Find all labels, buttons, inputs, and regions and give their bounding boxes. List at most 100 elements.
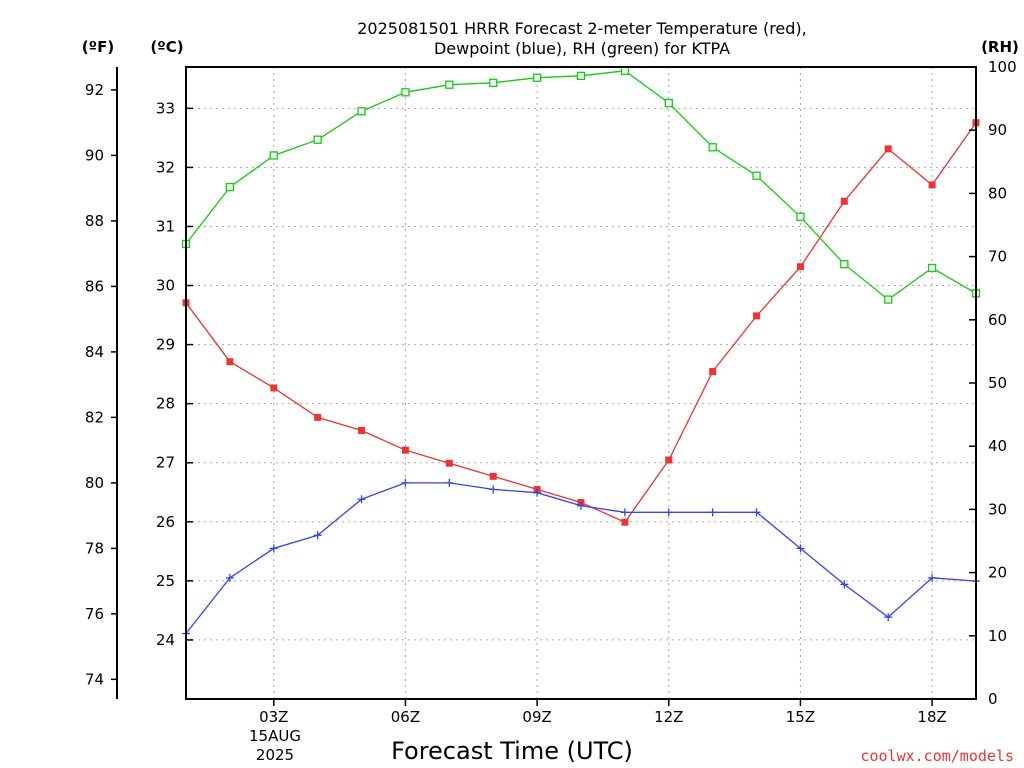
temperature-point	[621, 518, 629, 526]
date-label-day: 15AUG	[249, 727, 301, 745]
rh-point	[532, 73, 542, 82]
celsius-unit-label: (ºC)	[150, 38, 183, 56]
chart-title-line1: 2025081501 HRRR Forecast 2-meter Tempera…	[357, 19, 807, 38]
series-layer	[181, 66, 981, 638]
dewpoint-point	[269, 544, 278, 553]
fahrenheit-tick-label: 78	[85, 539, 104, 557]
fahrenheit-tick-label: 88	[85, 212, 104, 230]
rh-point	[401, 88, 410, 97]
temperature-point	[445, 459, 453, 467]
fahrenheit-tick-label: 86	[85, 277, 104, 295]
temperature-point	[270, 384, 278, 392]
rh-point	[445, 80, 454, 89]
dewpoint-point	[533, 488, 542, 497]
temperature-series-line	[185, 122, 977, 524]
celsius-tick-label: 27	[156, 454, 175, 472]
rh-tick-label: 0	[988, 690, 998, 708]
chart-title-line2: Dewpoint (blue), RH (green) for KTPA	[434, 39, 730, 58]
dewpoint-point	[928, 573, 937, 582]
dewpoint-point	[489, 485, 498, 494]
temperature-point	[884, 145, 892, 153]
x-tick-label: 09Z	[522, 708, 551, 726]
fahrenheit-tick-label: 90	[85, 146, 104, 164]
dewpoint-point	[577, 501, 585, 510]
fahrenheit-tick-label: 74	[85, 670, 104, 688]
dewpoint-point	[840, 580, 849, 589]
dewpoint-point	[401, 478, 410, 487]
rh-point	[489, 78, 498, 87]
x-tick-label: 03Z	[259, 708, 288, 726]
celsius-tick-label: 25	[156, 572, 175, 590]
tick-marks: 03Z 06Z 09Z 12Z 15Z 18Z 24 25 26 27 28 29 30 31 32 33 74…	[85, 58, 1017, 726]
temperature-point	[401, 446, 409, 454]
x-axis-title: Forecast Time (UTC)	[391, 737, 633, 765]
x-tick-label: 12Z	[654, 708, 683, 726]
plot-frame	[185, 66, 977, 700]
rh-point	[708, 143, 717, 152]
temperature-point	[928, 181, 936, 189]
grid-lines	[186, 67, 976, 699]
temperature-point	[796, 263, 804, 271]
x-tick-label: 18Z	[917, 708, 946, 726]
celsius-tick-label: 26	[156, 513, 175, 531]
temperature-point	[358, 426, 366, 434]
celsius-tick-label: 33	[156, 99, 175, 117]
temperature-point	[314, 413, 322, 421]
x-tick-label: 15Z	[786, 708, 815, 726]
celsius-tick-label: 28	[156, 395, 175, 413]
celsius-tick-label: 32	[156, 158, 175, 176]
fahrenheit-tick-label: 76	[85, 605, 104, 623]
temperature-point	[665, 456, 673, 464]
fahrenheit-tick-label: 84	[85, 343, 104, 361]
credit-link[interactable]: coolwx.com/models	[860, 747, 1014, 765]
celsius-tick-label: 29	[156, 336, 175, 354]
rh-point	[752, 171, 761, 180]
dewpoint-point	[225, 573, 234, 582]
celsius-tick-label: 30	[156, 277, 175, 295]
fahrenheit-tick-label: 80	[85, 474, 104, 492]
dewpoint-point	[884, 613, 893, 622]
temperature-point	[226, 358, 234, 366]
rh-tick-label: 30	[988, 500, 1007, 518]
dewpoint-point	[445, 478, 454, 487]
dewpoint-point	[620, 508, 629, 517]
rh-tick-label: 90	[988, 121, 1007, 139]
rh-point	[927, 263, 937, 273]
rh-point	[576, 71, 586, 80]
rh-point	[796, 212, 805, 221]
rh-point	[225, 182, 235, 192]
rh-tick-label: 60	[988, 311, 1007, 329]
rh-point	[357, 107, 366, 116]
dewpoint-point	[752, 508, 761, 517]
rh-tick-label: 100	[988, 58, 1017, 76]
rh-tick-label: 10	[988, 627, 1007, 645]
rh-tick-label: 80	[988, 184, 1007, 202]
rh-point	[840, 260, 849, 269]
temperature-point	[840, 197, 848, 205]
celsius-tick-label: 31	[156, 217, 175, 235]
rh-tick-label: 70	[988, 248, 1007, 266]
temperature-point	[753, 312, 761, 320]
dewpoint-point	[708, 508, 717, 517]
fahrenheit-tick-label: 92	[85, 81, 104, 99]
rh-point	[664, 98, 673, 108]
celsius-tick-label: 24	[156, 631, 175, 649]
dewpoint-point	[796, 544, 805, 553]
fahrenheit-tick-label: 82	[85, 408, 104, 426]
rh-tick-label: 50	[988, 374, 1007, 392]
rh-tick-label: 40	[988, 437, 1007, 455]
dewpoint-point	[664, 508, 673, 517]
rh-tick-label: 20	[988, 564, 1007, 582]
dewpoint-point	[357, 495, 366, 504]
rh-point	[269, 151, 278, 160]
fahrenheit-unit-label: (ºF)	[82, 38, 114, 56]
rh-point	[884, 295, 893, 304]
x-tick-label: 06Z	[391, 708, 420, 726]
temperature-point	[489, 472, 497, 480]
date-label-year: 2025	[256, 746, 294, 764]
rh-unit-label: (RH)	[981, 38, 1019, 56]
temperature-point	[709, 368, 717, 376]
rh-point	[620, 66, 630, 75]
dewpoint-point	[313, 531, 322, 540]
